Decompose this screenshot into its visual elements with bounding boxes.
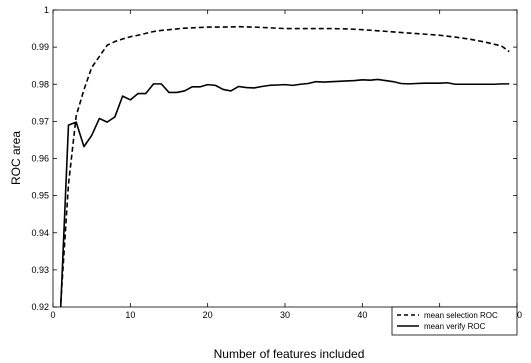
y-tick-label: 0.95 (31, 191, 49, 201)
y-tick-label: 0.96 (31, 154, 49, 164)
legend-label-verify: mean verify ROC (424, 322, 486, 331)
y-tick-label: 0.93 (31, 265, 49, 275)
y-tick-label: 0.98 (31, 79, 49, 89)
x-axis-label: Number of features included (214, 347, 365, 361)
series-lines (59, 25, 510, 308)
x-tick-label: 30 (280, 310, 290, 320)
y-tick-label: 0.97 (31, 116, 49, 126)
x-tick-label: 40 (357, 310, 367, 320)
legend-box (391, 306, 518, 336)
plot-frame (52, 9, 518, 308)
y-tick-label: 1 (44, 5, 49, 15)
y-tick-label: 0.92 (31, 302, 49, 312)
series-line-verify (59, 78, 510, 308)
x-tick-label: 0 (50, 310, 55, 320)
y-tick-label: 0.99 (31, 42, 49, 52)
y-tick-label: 0.94 (31, 228, 49, 238)
x-tick-label: 10 (125, 310, 135, 320)
x-tick-label: 20 (203, 310, 213, 320)
y-axis-label: ROC area (9, 131, 23, 185)
series-line-selection (59, 25, 510, 304)
legend: mean selection ROC mean verify ROC (391, 306, 518, 336)
legend-label-selection: mean selection ROC (424, 311, 498, 320)
